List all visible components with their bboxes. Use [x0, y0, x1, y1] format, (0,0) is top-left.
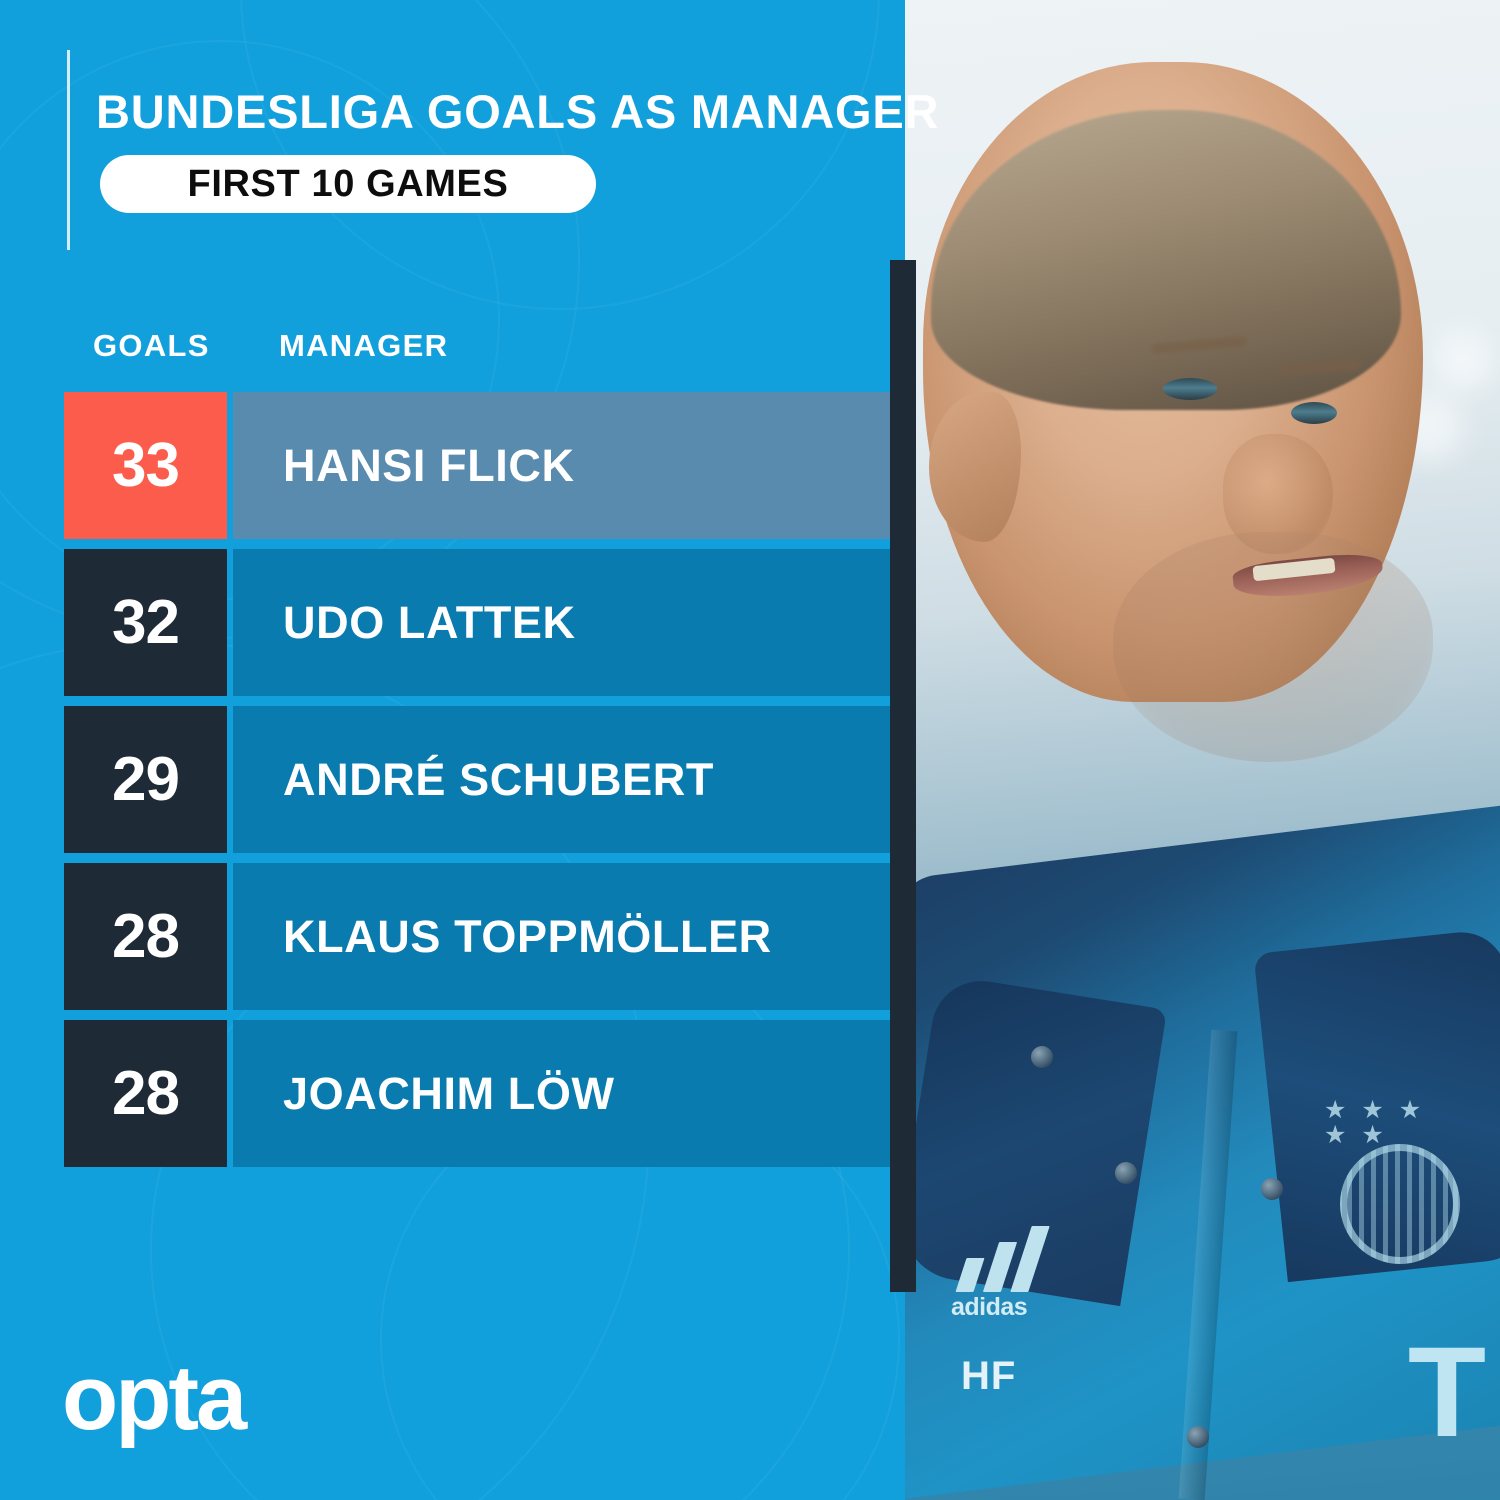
title-accent-line	[67, 50, 70, 250]
table-row: 32 UDO LATTEK	[64, 549, 890, 696]
jacket-initials: HF	[961, 1354, 1017, 1398]
jacket-snap-button	[1115, 1162, 1137, 1184]
club-badge-icon	[1340, 1144, 1460, 1264]
jacket-snap-button	[1031, 1046, 1053, 1068]
goals-value: 29	[112, 745, 180, 814]
page-title: BUNDESLIGA GOALS AS MANAGER	[96, 85, 940, 138]
goals-value: 32	[112, 588, 180, 657]
managers-table: 33 HANSI FLICK 32 UDO LATTEK 29 ANDRÉ SCHUBER…	[64, 392, 890, 1177]
goals-value: 28	[112, 902, 180, 971]
goals-value-box: 29	[64, 706, 227, 853]
manager-name: HANSI FLICK	[283, 439, 575, 491]
vertical-divider	[890, 260, 916, 1292]
goals-value-box: 33	[64, 392, 227, 539]
manager-name: KLAUS TOPPMÖLLER	[283, 910, 772, 962]
manager-photo: adidas HF ★ ★ ★ ★ ★ T	[905, 0, 1500, 1500]
ear	[929, 392, 1021, 542]
hair	[931, 110, 1401, 410]
opta-logo: opta	[62, 1347, 247, 1449]
table-row: 29 ANDRÉ SCHUBERT	[64, 706, 890, 853]
table-row: 28 KLAUS TOPPMÖLLER	[64, 863, 890, 1010]
manager-name-bar: HANSI FLICK	[233, 392, 890, 539]
table-row: 28 JOACHIM LÖW	[64, 1020, 890, 1167]
goals-value: 33	[112, 431, 180, 500]
championship-stars-icon: ★ ★ ★ ★ ★	[1324, 1096, 1426, 1149]
column-header-goals: GOALS	[93, 328, 210, 363]
subtitle-pill-label: FIRST 10 GAMES	[187, 162, 509, 205]
goals-value-box: 32	[64, 549, 227, 696]
eye	[1163, 378, 1217, 400]
manager-name-bar: KLAUS TOPPMÖLLER	[233, 863, 890, 1010]
manager-name-bar: ANDRÉ SCHUBERT	[233, 706, 890, 853]
goals-value-box: 28	[64, 863, 227, 1010]
sponsor-logo: T	[1407, 1320, 1486, 1464]
manager-name-bar: JOACHIM LÖW	[233, 1020, 890, 1167]
manager-name: UDO LATTEK	[283, 596, 576, 648]
adidas-logo: adidas	[945, 1226, 1095, 1334]
manager-name: ANDRÉ SCHUBERT	[283, 753, 714, 805]
adidas-wordmark: adidas	[951, 1293, 1028, 1321]
jacket-snap-button	[1187, 1426, 1209, 1448]
nose	[1223, 434, 1333, 554]
bokeh-light	[1432, 330, 1494, 392]
manager-name: JOACHIM LÖW	[283, 1067, 615, 1119]
jacket-snap-button	[1261, 1178, 1283, 1200]
column-header-manager: MANAGER	[279, 328, 449, 363]
subtitle-pill: FIRST 10 GAMES	[100, 155, 596, 213]
face	[923, 62, 1433, 762]
table-row: 33 HANSI FLICK	[64, 392, 890, 539]
goals-value-box: 28	[64, 1020, 227, 1167]
manager-name-bar: UDO LATTEK	[233, 549, 890, 696]
eye	[1291, 402, 1337, 424]
goals-value: 28	[112, 1059, 180, 1128]
